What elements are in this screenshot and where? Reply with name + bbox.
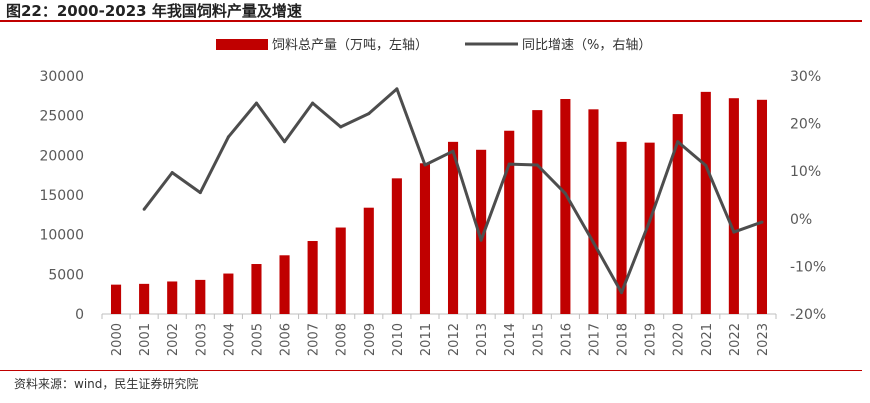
x-tick-label: 2015 xyxy=(531,323,546,356)
bar-2006 xyxy=(279,255,290,314)
growth-point-2016 xyxy=(563,192,567,196)
bar-2019 xyxy=(644,142,655,314)
bar-2009 xyxy=(363,207,374,314)
bar-2002 xyxy=(167,281,178,314)
x-tick-label: 2021 xyxy=(700,323,715,356)
x-tick-label: 2020 xyxy=(672,323,687,356)
source-divider xyxy=(0,370,862,371)
y-right-tick-label: -20% xyxy=(790,307,826,323)
growth-point-2006 xyxy=(283,140,287,144)
bar-2005 xyxy=(251,264,262,314)
bar-2014 xyxy=(504,130,515,314)
x-tick-label: 2003 xyxy=(194,323,209,356)
growth-point-2004 xyxy=(226,135,230,139)
legend-swatch-bar xyxy=(216,39,268,50)
growth-point-2012 xyxy=(451,149,455,153)
y-right-tick-label: 20% xyxy=(790,117,821,133)
growth-point-2019 xyxy=(648,219,652,223)
title-divider xyxy=(0,20,862,22)
growth-point-2014 xyxy=(507,162,511,166)
x-tick-label: 2013 xyxy=(475,323,490,356)
bar-2016 xyxy=(560,99,571,314)
bar-2020 xyxy=(672,114,683,314)
x-tick-label: 2010 xyxy=(391,323,406,356)
bar-2007 xyxy=(307,241,318,314)
growth-point-2023 xyxy=(760,220,764,224)
chart-area: 饲料总产量（万吨，左轴） 同比增速（%，右轴） 0 5000 10000 15000 2… xyxy=(39,38,826,356)
x-tick-label: 2017 xyxy=(587,323,602,356)
bar-2023 xyxy=(756,99,768,314)
figure-title: 图22：2000-2023 年我国饲料产量及增速 xyxy=(6,2,302,20)
y-left-tick-label: 5000 xyxy=(48,267,84,283)
x-tick-label: 2022 xyxy=(728,323,743,356)
bar-2003 xyxy=(195,279,206,314)
y-right-tick-label: 10% xyxy=(790,164,821,180)
x-tick-label: 2009 xyxy=(363,323,378,356)
x-tick-label: 2007 xyxy=(307,323,322,356)
bar-2015 xyxy=(532,110,543,314)
y-left-tick-label: 10000 xyxy=(39,228,84,244)
x-tick-label: 2006 xyxy=(279,323,294,356)
growth-point-2009 xyxy=(367,112,371,116)
growth-point-2018 xyxy=(620,291,624,295)
bar-2018 xyxy=(616,141,627,314)
x-tick-label: 2012 xyxy=(447,323,462,356)
x-tick-label: 2005 xyxy=(250,323,265,356)
growth-point-2010 xyxy=(395,87,399,91)
x-tick-label: 2014 xyxy=(503,323,518,356)
x-tick-label: 2023 xyxy=(756,323,771,356)
y-left-tick-label: 0 xyxy=(75,307,84,323)
growth-point-2002 xyxy=(170,171,174,175)
bar-2013 xyxy=(476,149,487,314)
growth-point-2007 xyxy=(311,101,315,105)
bar-2004 xyxy=(223,273,234,314)
growth-point-2005 xyxy=(254,101,258,105)
x-tick-label: 2000 xyxy=(110,323,125,356)
bar-2001 xyxy=(139,283,150,314)
x-tick-label: 2004 xyxy=(222,323,237,356)
bar-2012 xyxy=(447,141,459,314)
bar-2008 xyxy=(335,227,346,314)
bar-2010 xyxy=(391,178,402,314)
bar-2022 xyxy=(728,98,739,314)
growth-point-2015 xyxy=(535,163,539,167)
y-left-tick-label: 30000 xyxy=(39,69,84,85)
x-tick-label: 2016 xyxy=(559,323,574,356)
x-tick-label: 2019 xyxy=(644,323,659,356)
legend-label-bar: 饲料总产量（万吨，左轴） xyxy=(272,38,428,53)
growth-point-2022 xyxy=(732,230,736,234)
growth-point-2008 xyxy=(339,125,343,129)
y-right-tick-label: 30% xyxy=(790,69,821,85)
y-right-tick-label: 0% xyxy=(790,212,812,228)
growth-point-2011 xyxy=(423,163,427,167)
growth-point-2013 xyxy=(479,238,483,242)
y-right-tick-label: -10% xyxy=(790,259,826,275)
x-tick-label: 2008 xyxy=(335,323,350,356)
y-left-tick-label: 25000 xyxy=(39,109,84,125)
x-tick-label: 2011 xyxy=(419,323,434,356)
growth-point-2021 xyxy=(704,163,708,167)
y-left-tick-label: 20000 xyxy=(39,148,84,164)
legend-label-line: 同比增速（%，右轴） xyxy=(522,38,651,53)
bar-2017 xyxy=(588,109,599,314)
source-note: 资料来源：wind，民生证券研究院 xyxy=(14,377,199,391)
y-left-tick-label: 15000 xyxy=(39,188,84,204)
chart-legend: 饲料总产量（万吨，左轴） 同比增速（%，右轴） xyxy=(216,38,651,53)
growth-point-2003 xyxy=(198,191,202,195)
bar-2000 xyxy=(110,284,122,314)
growth-point-2020 xyxy=(676,140,680,144)
x-tick-label: 2002 xyxy=(166,323,181,356)
growth-point-2017 xyxy=(591,241,595,245)
x-tick-label: 2001 xyxy=(138,323,153,356)
x-tick-label: 2018 xyxy=(616,323,631,356)
bar-2011 xyxy=(419,163,431,314)
bar-2021 xyxy=(700,91,711,314)
growth-point-2001 xyxy=(142,207,146,211)
